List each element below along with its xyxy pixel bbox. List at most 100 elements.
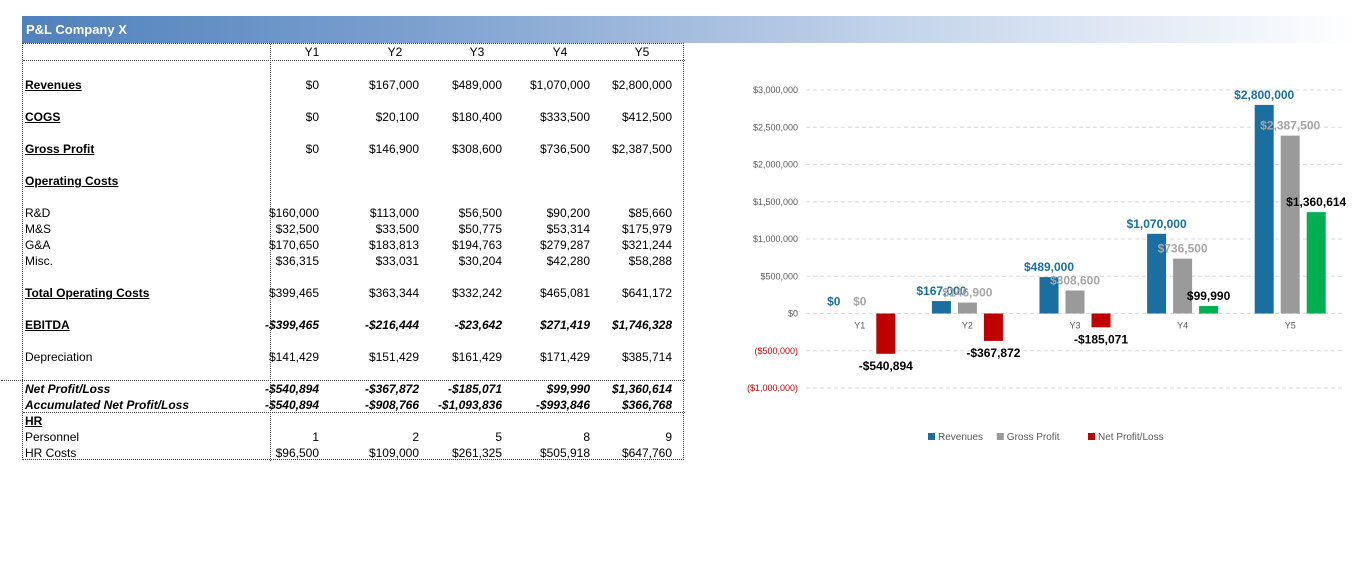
value-cell[interactable]: $113,000	[369, 206, 419, 220]
value-cell[interactable]: -$993,846	[535, 398, 590, 412]
row-label[interactable]: Revenues	[25, 78, 82, 92]
value-cell[interactable]: -$367,872	[364, 382, 419, 396]
value-cell[interactable]: $50,775	[458, 222, 502, 236]
value-cell[interactable]: $1,070,000	[529, 78, 590, 92]
year-header[interactable]: Y5	[634, 45, 650, 59]
row-label[interactable]: Gross Profit	[25, 142, 95, 156]
value-cell[interactable]: $2,800,000	[611, 78, 672, 92]
value-cell[interactable]: $53,314	[546, 222, 590, 236]
value-cell[interactable]: $333,500	[539, 110, 590, 124]
row-label[interactable]: Net Profit/Loss	[25, 382, 111, 396]
value-cell[interactable]: $385,714	[621, 350, 672, 364]
value-cell[interactable]: $465,081	[539, 286, 590, 300]
value-cell[interactable]: 2	[412, 430, 419, 444]
value-cell[interactable]: $20,100	[375, 110, 419, 124]
value-cell[interactable]: 1	[312, 430, 319, 444]
value-cell[interactable]: $308,600	[451, 142, 502, 156]
value-cell[interactable]: $1,360,614	[611, 382, 672, 396]
row-label[interactable]: EBITDA	[25, 318, 70, 332]
value-cell[interactable]: $647,760	[621, 446, 672, 460]
value-cell[interactable]: $85,660	[628, 206, 672, 220]
value-cell[interactable]: $36,315	[275, 254, 319, 268]
legend-swatch	[1088, 433, 1095, 440]
value-cell[interactable]: $2,387,500	[611, 142, 672, 156]
value-cell[interactable]: $736,500	[539, 142, 590, 156]
y-tick-label: $1,000,000	[753, 234, 798, 244]
value-cell[interactable]: $96,500	[275, 446, 319, 460]
row-label[interactable]: Operating Costs	[25, 174, 119, 188]
value-cell[interactable]: $141,429	[268, 350, 319, 364]
row-label[interactable]: Accumulated Net Profit/Loss	[25, 398, 190, 412]
value-cell[interactable]: -$399,465	[264, 318, 319, 332]
value-cell[interactable]: $505,918	[539, 446, 590, 460]
value-cell[interactable]: -$185,071	[447, 382, 502, 396]
y-tick-label: $0	[788, 309, 798, 319]
value-cell[interactable]: $0	[305, 78, 319, 92]
value-cell[interactable]: $30,204	[458, 254, 502, 268]
value-cell[interactable]: -$1,093,836	[437, 398, 502, 412]
value-cell[interactable]: $42,280	[546, 254, 590, 268]
year-header[interactable]: Y2	[387, 45, 403, 59]
year-header[interactable]: Y3	[469, 45, 485, 59]
value-cell[interactable]: $399,465	[268, 286, 319, 300]
x-tick-label: Y5	[1285, 321, 1296, 331]
year-header[interactable]: Y1	[304, 45, 320, 59]
row-label[interactable]: HR	[25, 414, 43, 428]
year-header[interactable]: Y4	[552, 45, 568, 59]
value-cell[interactable]: $90,200	[546, 206, 590, 220]
value-cell[interactable]: $261,325	[451, 446, 502, 460]
value-cell[interactable]: $33,500	[375, 222, 419, 236]
value-cell[interactable]: $175,979	[621, 222, 672, 236]
value-cell[interactable]: $161,429	[451, 350, 502, 364]
value-cell[interactable]: -$908,766	[364, 398, 419, 412]
row-label[interactable]: M&S	[25, 222, 52, 236]
value-cell[interactable]: $180,400	[451, 110, 502, 124]
value-cell[interactable]: -$540,894	[264, 382, 319, 396]
value-cell[interactable]: $146,900	[368, 142, 419, 156]
value-cell[interactable]: $363,344	[368, 286, 419, 300]
value-cell[interactable]: $489,000	[451, 78, 502, 92]
value-cell[interactable]: $194,763	[451, 238, 502, 252]
row-label[interactable]: Depreciation	[25, 350, 93, 364]
value-cell[interactable]: -$216,444	[364, 318, 419, 332]
value-cell[interactable]: $321,244	[621, 238, 672, 252]
value-cell[interactable]: $641,172	[621, 286, 672, 300]
value-cell[interactable]: $109,000	[368, 446, 419, 460]
row-label[interactable]: Personnel	[25, 430, 80, 444]
value-cell[interactable]: $0	[305, 110, 319, 124]
value-cell[interactable]: $1,746,328	[611, 318, 672, 332]
value-cell[interactable]: $366,768	[621, 398, 672, 412]
value-cell[interactable]: 9	[665, 430, 672, 444]
value-cell[interactable]: $171,429	[539, 350, 590, 364]
value-cell[interactable]: -$540,894	[264, 398, 319, 412]
value-cell[interactable]: $33,031	[375, 254, 419, 268]
value-cell[interactable]: 8	[583, 430, 590, 444]
row-label[interactable]: HR Costs	[25, 446, 77, 460]
value-cell[interactable]: $170,650	[268, 238, 319, 252]
value-cell[interactable]: $99,990	[546, 382, 590, 396]
row-label[interactable]: G&A	[25, 238, 51, 252]
x-tick-label: Y1	[854, 321, 865, 331]
value-cell[interactable]: $56,500	[458, 206, 502, 220]
value-cell[interactable]: $58,288	[628, 254, 672, 268]
value-cell[interactable]: $332,242	[451, 286, 502, 300]
row-label[interactable]: Misc.	[25, 254, 53, 268]
value-cell[interactable]: $32,500	[275, 222, 319, 236]
value-cell[interactable]: $167,000	[368, 78, 419, 92]
row-label[interactable]: Total Operating Costs	[25, 286, 150, 300]
data-label: $2,387,500	[1260, 119, 1320, 133]
row-label[interactable]: COGS	[25, 110, 61, 124]
value-cell[interactable]: $151,429	[368, 350, 419, 364]
data-label: $146,900	[942, 286, 992, 300]
header-divider	[23, 60, 685, 61]
value-cell[interactable]: $279,287	[539, 238, 590, 252]
value-cell[interactable]: $160,000	[268, 206, 319, 220]
value-cell[interactable]: $412,500	[621, 110, 672, 124]
row-label[interactable]: R&D	[25, 206, 51, 220]
value-cell[interactable]: $0	[305, 142, 319, 156]
data-label: $1,360,614	[1286, 195, 1346, 209]
value-cell[interactable]: 5	[495, 430, 502, 444]
value-cell[interactable]: $183,813	[368, 238, 419, 252]
value-cell[interactable]: -$23,642	[454, 318, 502, 332]
value-cell[interactable]: $271,419	[539, 318, 590, 332]
